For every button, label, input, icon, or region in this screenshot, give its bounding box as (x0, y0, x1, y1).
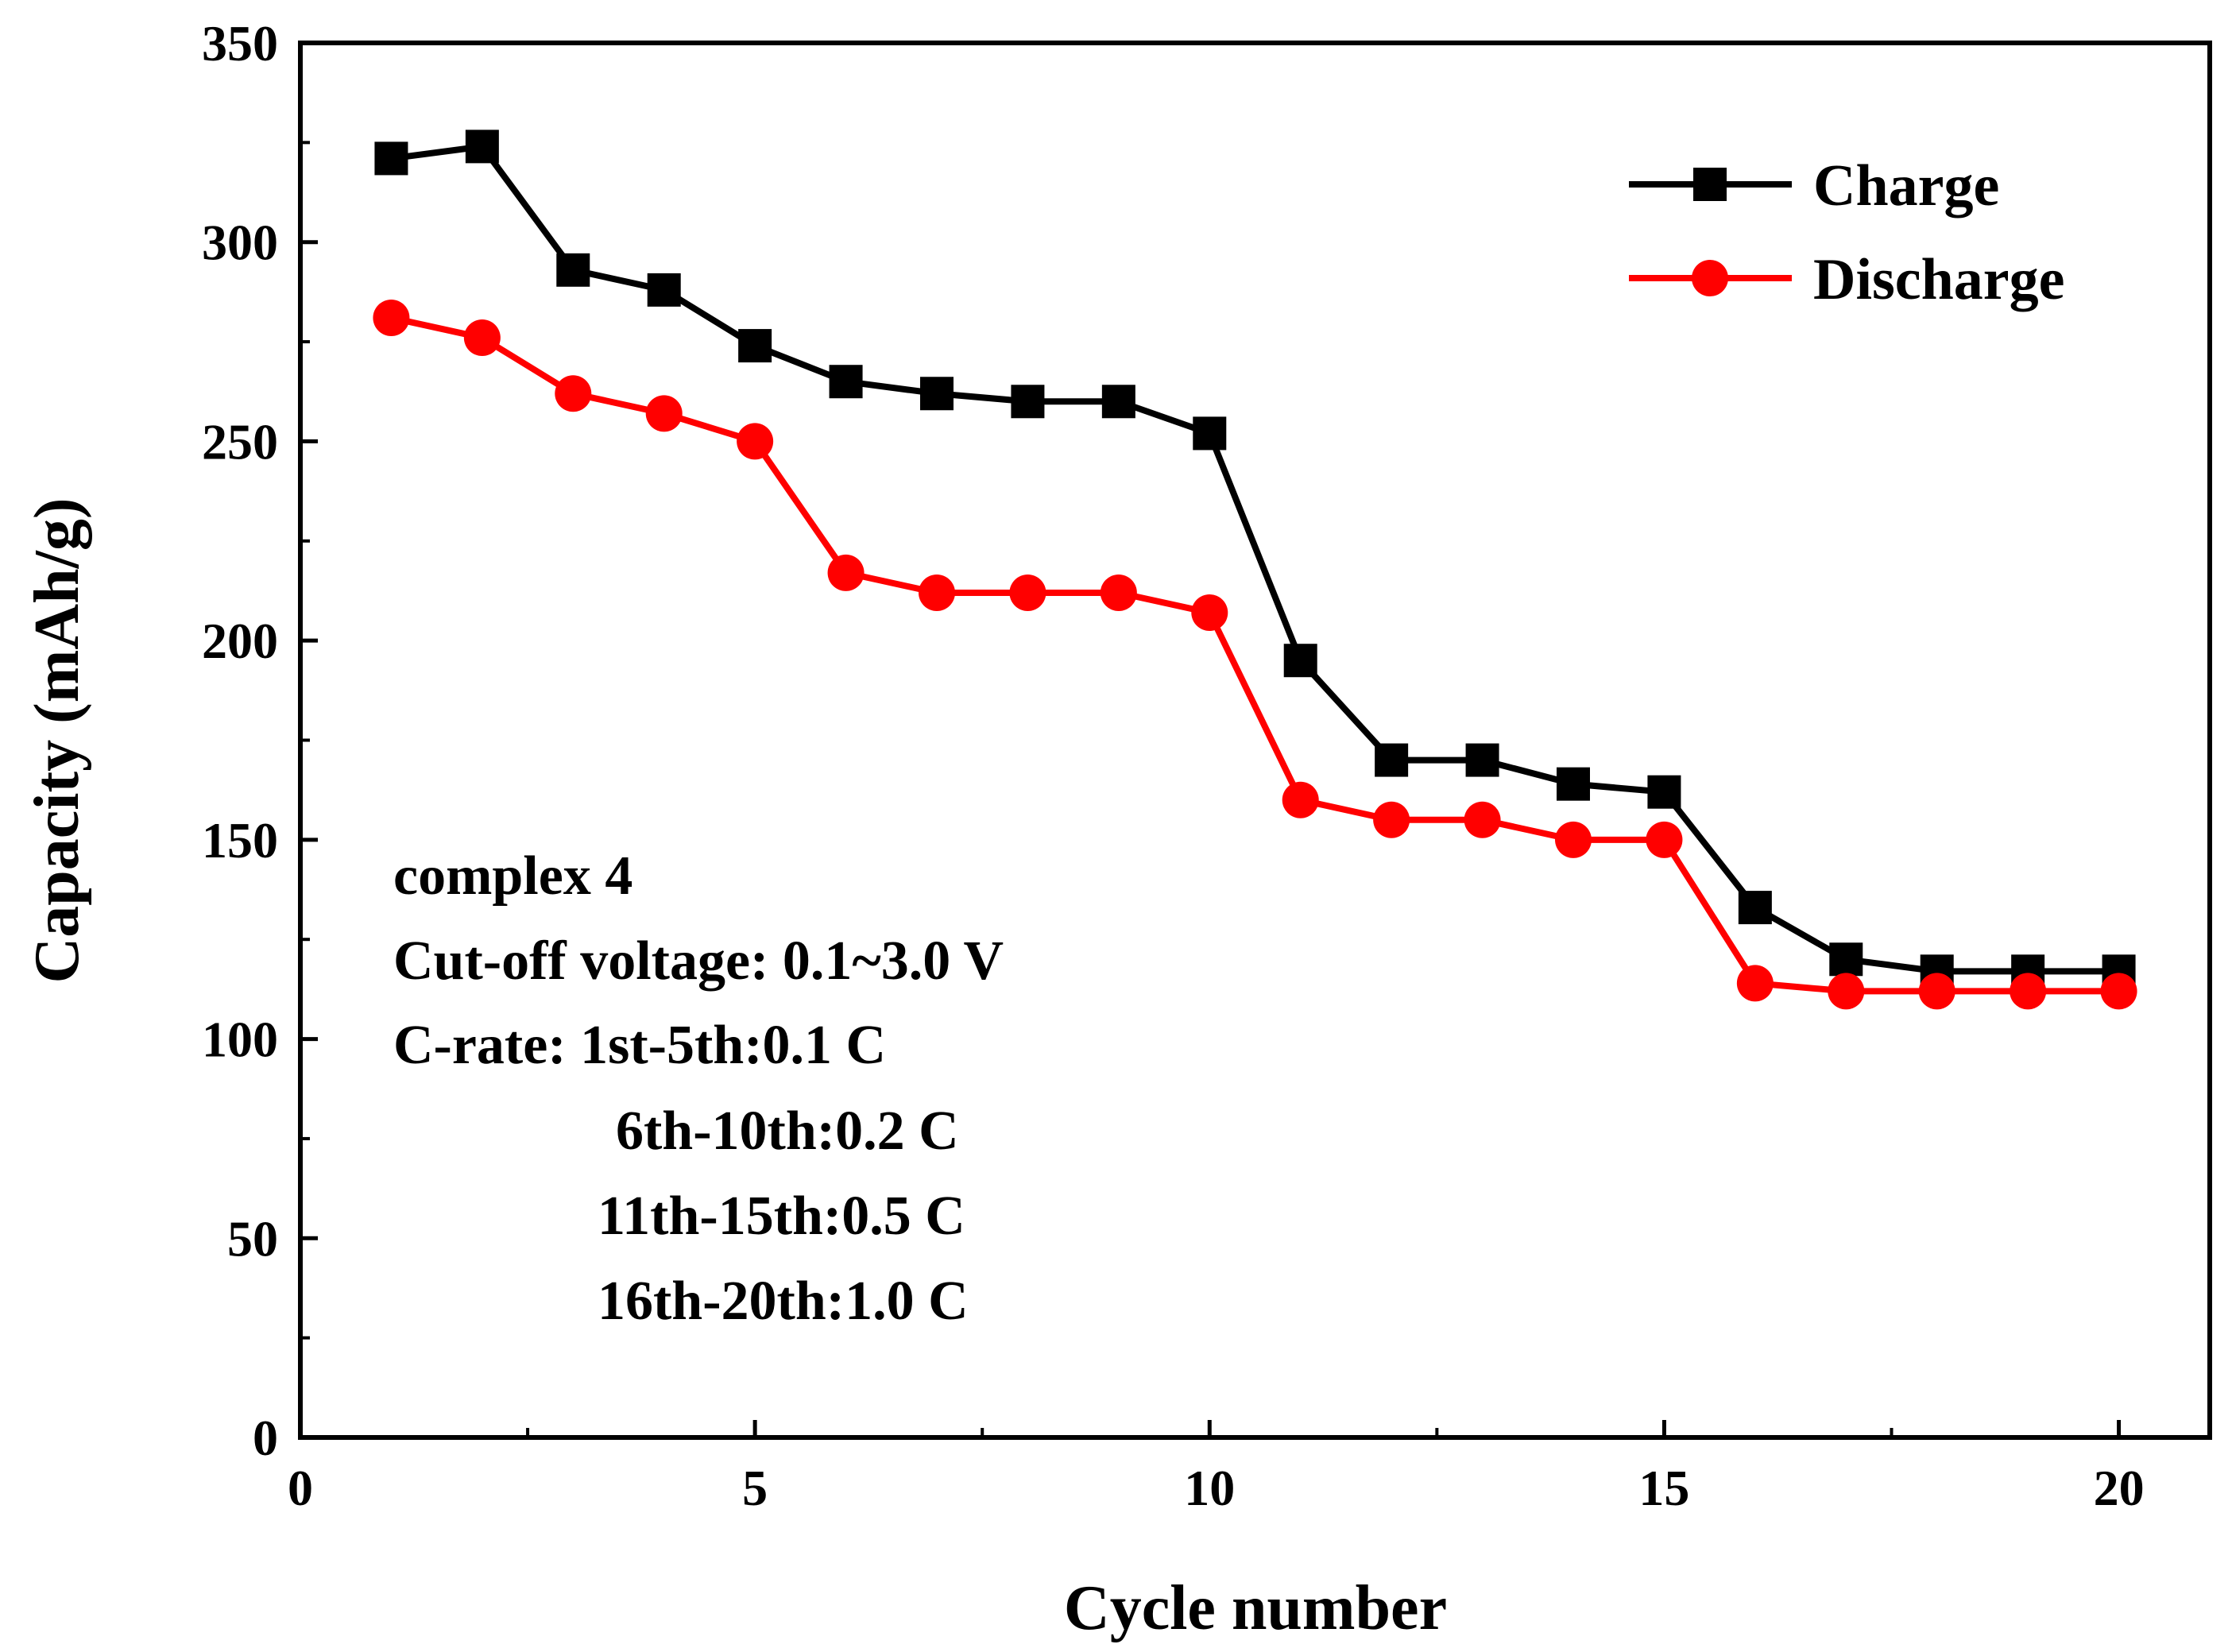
charge-point (374, 141, 408, 176)
discharge-point (1373, 801, 1410, 838)
discharge-point (827, 554, 865, 591)
y-tick-label: 200 (202, 613, 278, 669)
charge-point (829, 365, 863, 399)
x-tick-label: 15 (1638, 1460, 1689, 1516)
annotation-c-rate-2: 6th-10th:0.2 C (616, 1101, 959, 1162)
charge-point (1738, 891, 1772, 925)
x-tick-label: 5 (742, 1460, 768, 1516)
discharge-point (919, 574, 955, 611)
charge-point (738, 329, 772, 363)
charge-point (1101, 385, 1135, 419)
annotation-c-rate-3: 11th-15th:0.5 C (598, 1186, 965, 1247)
x-tick-label: 10 (1184, 1460, 1235, 1516)
annotation-complex: complex 4 (393, 845, 632, 907)
discharge-point (1009, 574, 1046, 611)
discharge-point (2100, 973, 2137, 1010)
charge-point (920, 377, 954, 411)
legend: Charge Discharge (1629, 153, 2065, 312)
discharge-point (373, 299, 410, 336)
discharge-point (555, 375, 592, 412)
charge-point (556, 253, 590, 287)
discharge-point (1100, 574, 1137, 611)
discharge-point (463, 319, 501, 357)
annotation-cutoff-voltage: Cut-off voltage: 0.1~3.0 V (393, 930, 1004, 992)
y-axis-ticks: 0 50 100 150 200 250 300 350 (202, 15, 318, 1466)
annotation-c-rate-1: C-rate: 1st-5th:0.1 C (393, 1015, 886, 1076)
charge-point (1829, 942, 1863, 977)
discharge-point (1555, 821, 1592, 858)
charge-point (1375, 743, 1409, 777)
discharge-point (1282, 781, 1319, 818)
legend-discharge-label: Discharge (1813, 247, 2065, 312)
y-tick-label: 300 (202, 215, 278, 271)
charge-point (465, 130, 499, 164)
charge-point (1011, 385, 1045, 419)
discharge-point (1191, 594, 1228, 632)
charge-point (1193, 416, 1227, 451)
legend-charge-label: Charge (1813, 153, 1999, 219)
y-axis-title: Capacity (mAh/g) (22, 497, 92, 983)
x-tick-label: 0 (288, 1460, 313, 1516)
legend-charge-marker (1693, 168, 1727, 201)
y-tick-label: 350 (202, 15, 278, 72)
discharge-point (737, 423, 774, 460)
annotation-block: complex 4 Cut-off voltage: 0.1~3.0 V C-r… (393, 845, 1004, 1332)
x-axis-ticks: 0 5 10 15 20 (288, 1420, 2145, 1516)
discharge-point (2010, 973, 2047, 1010)
x-tick-label: 20 (2094, 1460, 2145, 1516)
y-tick-label: 0 (253, 1410, 278, 1466)
x-axis-title: Cycle number (1064, 1573, 1447, 1643)
charge-point (1647, 775, 1681, 809)
discharge-point (1828, 973, 1865, 1010)
discharge-point (1464, 801, 1501, 838)
y-tick-label: 150 (202, 812, 278, 869)
discharge-point (1736, 965, 1774, 1002)
annotation-c-rate-4: 16th-20th:1.0 C (598, 1271, 969, 1332)
charge-point (1283, 644, 1317, 678)
discharge-point (1646, 821, 1683, 858)
series-layer (373, 130, 2137, 1010)
y-tick-label: 100 (202, 1012, 278, 1068)
discharge-point (645, 395, 683, 432)
discharge-point (1918, 973, 1955, 1010)
charge-point (1465, 743, 1499, 777)
y-tick-label: 250 (202, 413, 278, 470)
legend-discharge-marker (1692, 260, 1728, 296)
charge-point (1557, 767, 1590, 801)
charge-point (647, 273, 681, 307)
y-tick-label: 50 (227, 1210, 278, 1267)
